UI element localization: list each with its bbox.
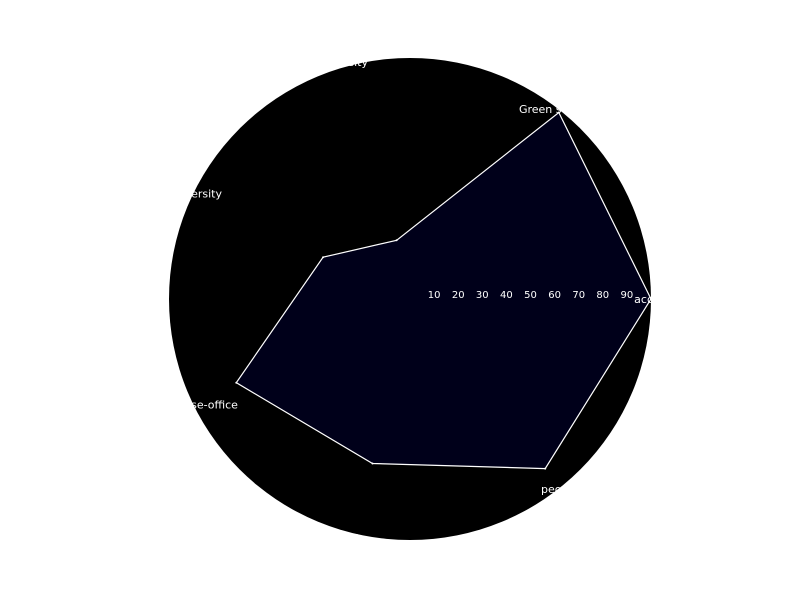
tick-label-90: 90 [621,290,634,301]
tick-label-80: 80 [596,290,609,301]
tick-label-30: 30 [476,290,489,301]
tick-label-40: 40 [500,290,513,301]
tick-label-20: 20 [452,290,465,301]
tick-label-50: 50 [524,290,537,301]
tick-label-70: 70 [572,290,585,301]
data-point-5 [235,382,237,384]
category-label-4: ersity [191,188,222,201]
tick-label-10: 10 [428,290,441,301]
data-point-7 [544,468,546,470]
data-point-4 [322,256,324,258]
category-label-1: acc [634,293,653,306]
category-label-6: s [353,530,359,543]
data-point-6 [372,463,374,465]
category-label-2: Green s [519,103,562,116]
category-label-5: se-office [191,398,238,411]
radial-tick-labels: 10 20 30 40 50 60 70 80 90 [428,290,634,301]
data-point-3 [396,239,398,241]
category-label-3: rsity [344,56,369,69]
category-label-7: peo [541,483,562,496]
tick-label-60: 60 [548,290,561,301]
